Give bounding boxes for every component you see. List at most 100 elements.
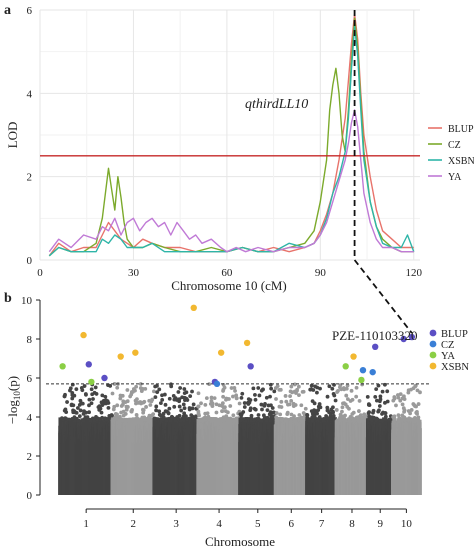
manhattan-point — [242, 405, 247, 409]
manhattan-point — [91, 397, 95, 401]
manhattan-point — [158, 401, 163, 405]
manhattan-point — [221, 394, 226, 399]
peak-to-marker-connector — [353, 259, 413, 334]
manhattan-point — [214, 410, 219, 415]
manhattan-point — [234, 393, 239, 398]
manhattan-point — [263, 401, 267, 406]
manhattan-point — [214, 402, 219, 407]
manhattan-point — [203, 411, 208, 416]
manhattan-point — [188, 418, 193, 423]
manhattan-point — [153, 395, 158, 400]
manhattan-point — [312, 401, 317, 406]
manhattan-point — [163, 402, 168, 407]
panel-a-x-axis-title: Chromosome 10 (cM) — [171, 278, 287, 293]
manhattan-point — [311, 409, 316, 413]
manhattan-point — [115, 403, 120, 408]
manhattan-point — [182, 406, 187, 411]
manhattan-point — [288, 394, 292, 399]
manhattan-point — [220, 401, 225, 406]
manhattan-point — [204, 396, 209, 401]
manhattan-point — [256, 386, 261, 390]
manhattan-point — [103, 416, 108, 421]
legend-label-cz: CZ — [448, 140, 461, 151]
manhattan-point — [119, 410, 124, 415]
manhattan-point — [242, 401, 247, 405]
manhattan-point — [274, 418, 279, 423]
manhattan-point — [125, 388, 130, 392]
manhattan-point — [197, 413, 201, 418]
manhattan-point — [297, 393, 301, 398]
manhattan-point — [223, 409, 228, 414]
manhattan-point — [147, 413, 152, 418]
manhattan-point — [313, 411, 318, 416]
manhattan-point — [232, 385, 237, 390]
manhattan-point — [318, 386, 322, 391]
panel-a-x-tick-label: 0 — [37, 267, 43, 279]
manhattan-point — [65, 400, 69, 404]
panel-a-x-tick-label: 90 — [315, 267, 327, 279]
manhattan-point — [305, 412, 310, 417]
manhattan-point — [96, 405, 101, 410]
manhattan-point — [82, 409, 86, 414]
panel-a-grid — [39, 9, 420, 261]
manhattan-point — [70, 382, 75, 387]
manhattan-point — [179, 408, 184, 413]
manhattan-point — [196, 391, 201, 396]
manhattan-point — [325, 408, 330, 413]
manhattan-point — [303, 406, 308, 411]
panel-a-label: a — [4, 3, 11, 18]
manhattan-point — [225, 416, 230, 421]
manhattan-point — [162, 392, 167, 397]
manhattan-point — [168, 418, 173, 423]
manhattan-point — [118, 396, 123, 401]
manhattan-point — [124, 407, 129, 412]
manhattan-point — [112, 404, 117, 409]
panel-a-y-tick-label: 2 — [27, 172, 33, 184]
manhattan-point — [123, 400, 128, 405]
manhattan-point — [269, 386, 274, 391]
manhattan-point — [92, 418, 96, 423]
manhattan-point — [257, 393, 262, 398]
manhattan-point — [120, 393, 125, 398]
manhattan-point — [94, 414, 98, 419]
manhattan-point — [297, 413, 302, 417]
manhattan-point — [159, 418, 163, 423]
manhattan-point — [87, 403, 91, 408]
manhattan-point — [188, 394, 193, 399]
manhattan-point — [279, 405, 284, 409]
manhattan-point — [248, 408, 253, 413]
manhattan-point — [109, 413, 114, 417]
manhattan-point — [252, 418, 257, 423]
manhattan-point — [270, 406, 275, 410]
manhattan-point — [251, 386, 256, 391]
manhattan-point — [163, 409, 168, 414]
manhattan-point — [182, 411, 187, 416]
manhattan-point — [154, 408, 158, 413]
manhattan-point — [82, 384, 87, 388]
manhattan-point — [221, 387, 226, 392]
manhattan-point — [139, 401, 144, 405]
manhattan-point — [125, 405, 130, 409]
manhattan-point — [181, 402, 186, 407]
manhattan-point — [217, 418, 222, 423]
manhattan-point — [133, 398, 138, 403]
manhattan-point — [166, 411, 171, 415]
manhattan-point — [278, 387, 283, 392]
manhattan-point — [259, 402, 264, 407]
manhattan-point — [71, 408, 75, 413]
manhattan-point — [309, 383, 314, 388]
manhattan-point — [225, 396, 230, 401]
manhattan-point — [152, 389, 156, 394]
manhattan-point — [68, 386, 73, 391]
manhattan-point — [81, 418, 86, 423]
manhattan-point — [121, 413, 126, 418]
manhattan-point — [253, 407, 258, 412]
manhattan-point — [84, 392, 88, 397]
manhattan-point — [301, 389, 306, 394]
manhattan-point — [190, 389, 194, 394]
manhattan-point — [134, 384, 139, 389]
manhattan-point — [147, 398, 152, 403]
panel-a-y-tick-label: 4 — [27, 88, 33, 100]
